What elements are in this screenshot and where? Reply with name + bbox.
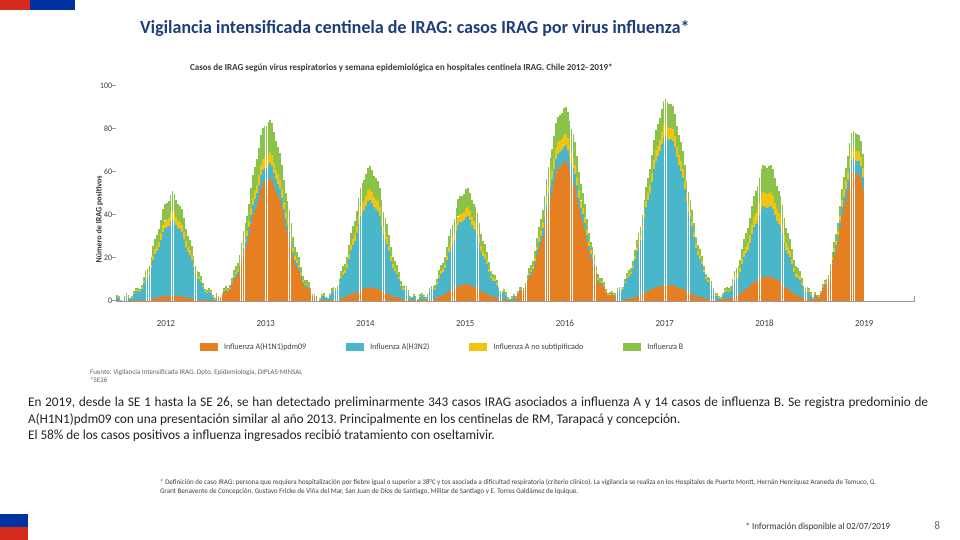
chart-area: Número de IRAG positivos 020406080100201… bbox=[80, 78, 924, 360]
year-label: 2014 bbox=[356, 318, 374, 329]
legend-label: Influenza A(H3N2) bbox=[370, 342, 429, 352]
legend-label: Influenza A(H1N1)pdm09 bbox=[224, 342, 306, 352]
year-label: 2017 bbox=[656, 318, 674, 329]
legend-swatch bbox=[469, 343, 487, 351]
plot-area: 0204060801002012201320142015201620172018… bbox=[116, 86, 914, 302]
chart-legend: Influenza A(H1N1)pdm09 Influenza A(H3N2) I… bbox=[200, 342, 904, 352]
year-label: 2015 bbox=[456, 318, 474, 329]
legend-item: Influenza B bbox=[623, 342, 683, 352]
year-label: 2019 bbox=[855, 318, 873, 329]
chart-subtitle: Casos de IRAG según virus respiratorios … bbox=[190, 62, 613, 73]
slide-title: Vigilancia intensificada centinela de IR… bbox=[130, 12, 900, 44]
year-label: 2013 bbox=[257, 318, 275, 329]
legend-swatch bbox=[346, 343, 364, 351]
corner-flag bbox=[0, 514, 28, 540]
y-tick: 80 bbox=[86, 124, 112, 134]
legend-item: Influenza A(H3N2) bbox=[346, 342, 429, 352]
y-tick: 60 bbox=[86, 167, 112, 177]
legend-swatch bbox=[200, 343, 218, 351]
legend-label: Influenza B bbox=[647, 342, 683, 352]
top-accent-bar bbox=[0, 0, 75, 10]
y-tick: 40 bbox=[86, 210, 112, 220]
title-text: Vigilancia intensificada centinela de IR… bbox=[140, 18, 890, 38]
y-tick: 100 bbox=[86, 81, 112, 91]
source-note: Fuente: Vigilancia Intensificada IRAG. D… bbox=[90, 368, 302, 385]
y-tick: 20 bbox=[86, 253, 112, 263]
body-paragraph: En 2019, desde la SE 1 hasta la SE 26, s… bbox=[28, 394, 928, 444]
year-label: 2018 bbox=[755, 318, 773, 329]
y-tick: 0 bbox=[86, 296, 112, 306]
legend-item: Influenza A(H1N1)pdm09 bbox=[200, 342, 306, 352]
legend-item: Influenza A no subtipificado bbox=[469, 342, 583, 352]
year-label: 2012 bbox=[157, 318, 175, 329]
bars-layer bbox=[116, 86, 914, 301]
info-date: * Información disponible al 02/07/2019 bbox=[745, 521, 890, 532]
definition-footnote: * Definición de caso IRAG: persona que r… bbox=[160, 478, 890, 496]
legend-swatch bbox=[623, 343, 641, 351]
stacked-bar bbox=[862, 153, 864, 301]
stacked-bar bbox=[120, 300, 122, 301]
legend-label: Influenza A no subtipificado bbox=[493, 342, 583, 352]
page-number: 8 bbox=[934, 519, 940, 532]
year-label: 2016 bbox=[556, 318, 574, 329]
